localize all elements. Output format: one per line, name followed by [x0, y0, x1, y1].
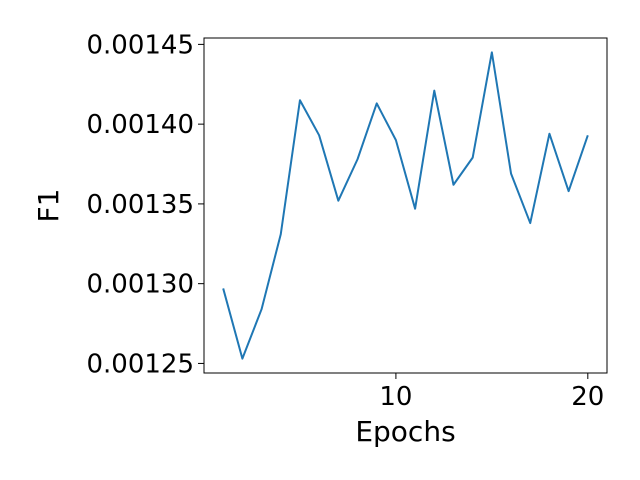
y-axis-label: F1	[32, 189, 65, 223]
plot-frame	[203, 37, 608, 374]
y-tick-label: 0.00140	[86, 110, 194, 140]
y-tick-label: 0.00125	[86, 349, 194, 379]
y-tick-label: 0.00135	[86, 190, 194, 220]
x-tick-label: 20	[571, 382, 604, 412]
x-axis-label: Epochs	[355, 415, 455, 448]
ticks-layer: 10 20 0.00125 0.00130 0.00135 0.00140 0.00145	[86, 30, 604, 412]
y-tick-label: 0.00145	[86, 30, 194, 60]
plot-area	[204, 38, 607, 373]
y-tick-label: 0.00130	[86, 270, 194, 300]
series-line	[222, 51, 589, 360]
x-tick-label: 10	[379, 382, 412, 412]
series-layer	[222, 51, 589, 360]
